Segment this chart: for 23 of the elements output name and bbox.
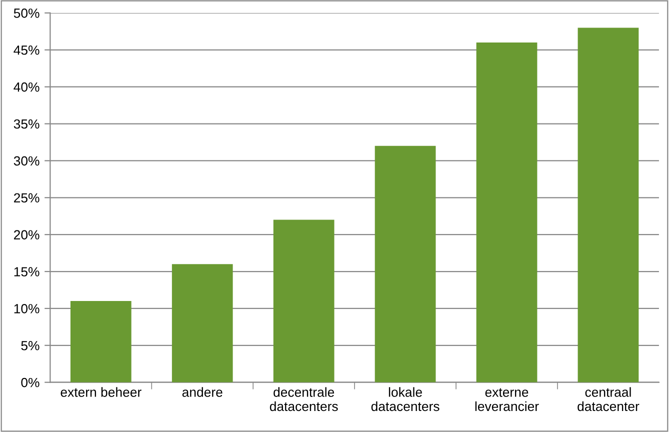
- y-tick-label: 15%: [14, 267, 40, 276]
- bar: [70, 301, 132, 382]
- x-tick-label: lokale datacenters: [371, 387, 440, 412]
- y-tick-label: 30%: [14, 156, 40, 166]
- x-tick-label: centraal datacenter: [578, 387, 640, 412]
- y-tick-label: 40%: [14, 82, 40, 92]
- x-tick-label: decentrale datacenters: [270, 387, 338, 412]
- y-tick-label: 25%: [14, 193, 40, 203]
- bar: [476, 42, 538, 382]
- y-tick-label: 45%: [14, 46, 40, 55]
- bar: [374, 146, 436, 382]
- y-tick-label: 10%: [14, 304, 40, 314]
- bar: [172, 264, 233, 382]
- bar: [578, 28, 639, 382]
- x-tick-label: andere: [182, 387, 222, 397]
- y-tick-label: 50%: [14, 8, 40, 18]
- x-tick-label: extern beheer: [60, 387, 142, 397]
- y-tick-label: 20%: [14, 230, 40, 240]
- y-tick-label: 0%: [21, 378, 40, 388]
- x-tick-label: externe leverancier: [475, 388, 539, 412]
- y-tick-label: 35%: [14, 119, 40, 129]
- y-tick-label: 5%: [21, 341, 40, 350]
- bar: [273, 220, 334, 382]
